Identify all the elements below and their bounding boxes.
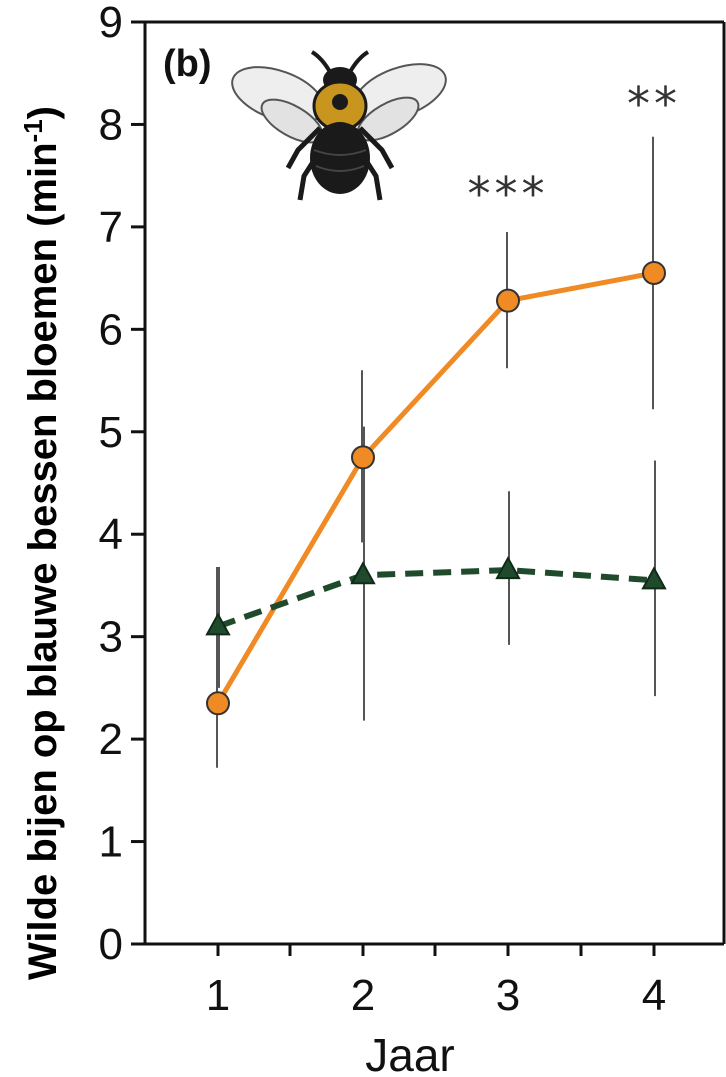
y-tick-label: 2 [99,715,123,764]
bumblebee-icon [231,50,447,201]
y-axis-title-superscript: -1 [18,119,48,142]
y-tick-label: 1 [99,818,123,867]
tick-labels: 0 1 2 3 4 5 6 7 8 9 1 2 3 4 [99,0,667,1020]
x-tick-label: 1 [206,971,230,1020]
circle-marker [496,288,520,313]
y-axis-title-close: ) [21,106,65,119]
x-axis-title: Jaar [365,1029,454,1077]
triangle-marker [205,612,231,636]
circle-marker [206,691,230,716]
significance-label: ** [627,77,681,131]
series-line-dashed [217,567,655,630]
series-line-solid [215,270,655,705]
axes-frame [143,20,726,946]
tick-marks [131,20,656,956]
triangle-marker [641,566,667,590]
series-lines [215,270,655,705]
significance-label: *** [468,167,549,221]
y-tick-label: 6 [99,305,123,354]
circle-marker [642,260,666,285]
y-tick-label: 3 [99,613,123,662]
error-bars [216,136,656,768]
x-tick-label: 2 [351,971,375,1020]
x-tick-label: 4 [642,971,666,1020]
x-tick-label: 3 [496,971,520,1020]
y-axis-title: Wilde bijen op blauwe bessen bloemen (mi… [18,106,65,980]
y-tick-label: 7 [99,203,123,252]
triangle-marker [495,556,521,580]
panel-label: (b) [163,43,212,85]
y-tick-label: 4 [99,510,123,559]
y-tick-label: 5 [99,408,123,457]
y-tick-label: 9 [99,0,123,47]
triangle-marker [350,561,376,585]
significance-annotations: ***** [468,77,681,221]
y-axis-title-main: Wilde bijen op blauwe bessen bloemen (mi… [21,142,65,980]
circle-marker [351,445,375,470]
y-tick-label: 0 [99,920,123,969]
y-tick-label: 8 [99,100,123,149]
series-markers [205,260,667,716]
